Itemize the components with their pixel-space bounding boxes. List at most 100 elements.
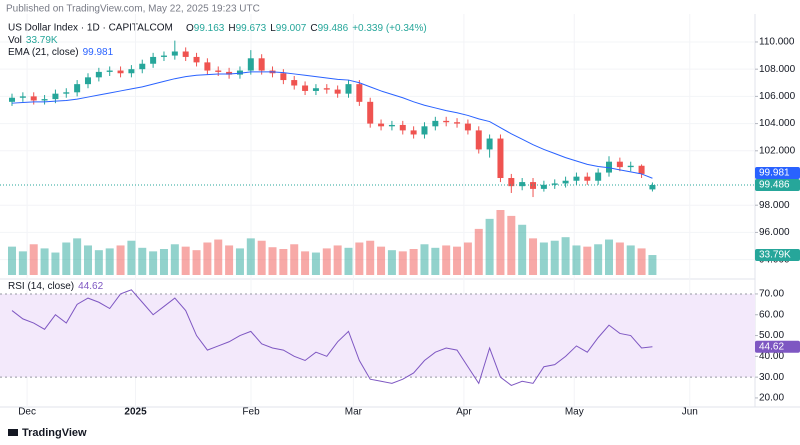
candle-body	[410, 130, 417, 135]
x-tick-label: Feb	[242, 407, 260, 418]
volume-bar	[18, 251, 27, 275]
candle-body	[584, 176, 591, 181]
legend-part: 44.62	[78, 281, 103, 292]
legend-row: Vol 33.79K	[8, 35, 58, 46]
volume-bar	[496, 210, 505, 275]
candle-body	[388, 124, 395, 127]
volume-bar	[51, 252, 60, 275]
candle-body	[30, 96, 37, 101]
volume-bar	[648, 255, 657, 275]
legend-row: RSI (14, close) 44.62	[8, 281, 104, 292]
candle-body	[486, 138, 493, 150]
volume-bar	[539, 242, 548, 275]
volume-bar	[235, 248, 244, 275]
ohlc-part: C	[310, 23, 317, 34]
volume-bar	[355, 242, 364, 275]
volume-bar	[149, 251, 158, 275]
volume-bar	[333, 245, 342, 275]
candle-body	[182, 51, 189, 57]
ohlc-part: O	[186, 23, 194, 34]
volume-bar	[73, 238, 82, 275]
x-tick-label: May	[565, 407, 584, 418]
volume-bar	[40, 248, 49, 275]
candle-body	[128, 69, 135, 74]
ohlc-part: H	[228, 23, 235, 34]
candle-body	[84, 77, 91, 85]
volume-bar	[637, 248, 646, 275]
y-tick-label: 102.000	[759, 145, 796, 156]
volume-bar	[246, 238, 255, 275]
rsi-tick-label: 40.00	[759, 351, 784, 362]
candle-body	[193, 56, 200, 63]
volume-bar	[181, 246, 190, 275]
y-tick-label: 96.000	[759, 227, 790, 238]
candle-body	[475, 130, 482, 150]
symbol: US Dollar Index · 1D · CAPITALCOM	[8, 23, 173, 34]
published: Published on TradingView.com, May 22, 20…	[6, 4, 260, 15]
volume-bar	[474, 228, 483, 275]
volume-bar	[311, 252, 320, 275]
candle-body	[171, 51, 178, 56]
volume-bar	[127, 240, 136, 275]
candle-body	[160, 55, 167, 57]
rsi-tick-label: 20.00	[759, 393, 784, 404]
volume-bar	[605, 239, 614, 275]
candle-body	[139, 63, 146, 70]
y-tick-label: 110.000	[759, 37, 795, 48]
candle-body	[638, 165, 645, 174]
candle-body	[345, 84, 352, 94]
volume-bar	[561, 237, 570, 275]
y-tick-label: 104.000	[759, 118, 796, 129]
volume-bar	[420, 244, 429, 275]
volume-bar	[529, 238, 538, 275]
candle-body	[41, 99, 48, 101]
volume-bar	[463, 242, 472, 275]
candle-body	[378, 123, 385, 127]
candle-body	[540, 184, 547, 189]
x-tick-label: Apr	[456, 407, 472, 418]
candle-body	[280, 73, 287, 81]
rsi-last: 44.62	[759, 341, 784, 352]
rsi-tick-label: 30.00	[759, 372, 784, 383]
y-tick-label: 106.000	[759, 91, 796, 102]
volume-last: 33.79K	[759, 250, 791, 261]
ema-last-box	[755, 166, 800, 179]
candle-body	[530, 182, 537, 189]
x-tick-label: 2025	[124, 407, 147, 418]
volume-bar	[583, 246, 592, 275]
volume-bar	[518, 224, 527, 275]
volume-bar	[387, 250, 396, 275]
logo	[8, 429, 18, 436]
legend-part: RSI (14, close)	[8, 281, 74, 292]
x-tick-label: Mar	[345, 407, 363, 418]
candle-body	[573, 176, 580, 181]
volume-bar	[550, 240, 559, 275]
ema-line	[11, 71, 653, 179]
volume-bar	[83, 245, 92, 275]
volume-bar	[377, 246, 386, 275]
volume-bar	[366, 240, 375, 275]
candle-body	[595, 172, 602, 181]
volume-last-box	[755, 249, 800, 262]
candle-body	[334, 89, 341, 94]
candle-body	[74, 84, 81, 93]
rsi-tick-label: 50.00	[759, 330, 784, 341]
rsi-last-box	[755, 340, 800, 353]
candle-body	[95, 71, 102, 78]
ohlc-part: 99.163	[194, 23, 225, 34]
volume-bar	[279, 249, 288, 275]
volume-bar	[94, 250, 103, 275]
candle-body	[204, 62, 211, 71]
volume-bar	[572, 245, 581, 275]
candle-body	[432, 120, 439, 127]
ohlc-legend: O99.163 H99.673 L99.007 C99.486 +0.339 (+0.3…	[186, 23, 427, 34]
legend-part: 33.79K	[26, 35, 58, 46]
y-tick-label: 108.000	[759, 64, 796, 75]
candle-body	[63, 92, 70, 94]
volume-bar	[138, 247, 147, 275]
candle-body	[226, 71, 233, 75]
candle-body	[258, 58, 265, 71]
volume-bar	[615, 242, 624, 275]
legend-part: EMA (21, close)	[8, 47, 79, 58]
